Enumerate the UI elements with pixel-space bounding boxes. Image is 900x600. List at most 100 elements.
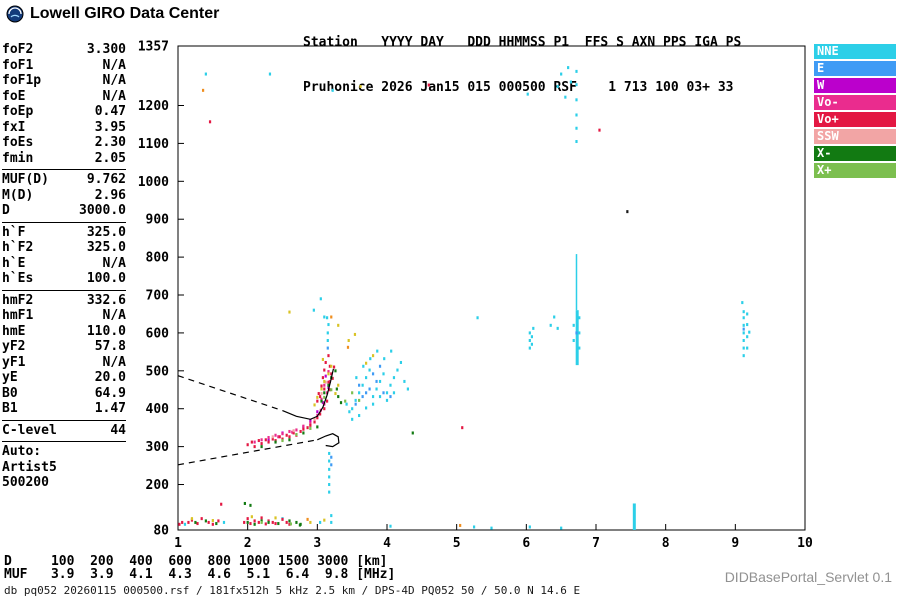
param-value: 9.762 — [86, 172, 126, 187]
muf-row: MUF 3.9 3.9 4.1 4.3 4.6 5.1 6.4 9.8 [MHz… — [4, 567, 396, 582]
param-name: hmF2 — [2, 292, 34, 308]
station-header-values: Pruhonice 2026 Jan15 015 000500 RSF 1 71… — [303, 80, 734, 95]
param-row-hmf1: hmF1 N/A — [2, 308, 126, 324]
param-row-yf2: yF2 57.8 — [2, 339, 126, 355]
param-value: 3.300 — [86, 42, 126, 57]
y-tick-label: 1200 — [138, 99, 169, 114]
x-tick-label: 8 — [662, 536, 670, 551]
param-row-h-e: h`E N/A — [2, 256, 126, 272]
param-name: 500200 — [2, 475, 49, 490]
param-value: 2.30 — [94, 135, 126, 150]
param-row-hmf2: hmF2 332.6 — [2, 293, 126, 309]
param-name: MUF(D) — [2, 172, 49, 187]
param-row-fof1p: foF1p N/A — [2, 73, 126, 89]
param-name: yF1 — [2, 354, 26, 370]
record-info-line: db pq052 20260115 000500.rsf / 181fx512h… — [4, 584, 581, 597]
echo-series-unlabeled-yellow — [190, 85, 375, 524]
y-tick-label: 1000 — [138, 175, 169, 190]
plot-frame — [177, 45, 806, 531]
legend-item-nne: NNE — [814, 44, 896, 59]
param-name: Artist5 — [2, 459, 57, 475]
legend-item-x: X- — [814, 146, 896, 161]
param-name: foE — [2, 88, 26, 104]
lowell-giro-logo-icon — [6, 5, 24, 23]
param-value: 110.0 — [86, 323, 126, 339]
parameter-readout-panel: foF2 3.300 foF1 N/A foF1p N/A foE N/A foEp 0.47 fx… — [2, 42, 126, 491]
param-value: 3000.0 — [79, 203, 126, 218]
y-tick-label: 80 — [153, 524, 169, 539]
param-name: yE — [2, 370, 18, 385]
param-name: Auto: — [2, 444, 42, 459]
y-tick-label: 600 — [146, 326, 170, 341]
param-row-c-level: C-level 44 — [2, 423, 126, 439]
param-value: N/A — [102, 308, 126, 323]
param-value: 325.0 — [86, 224, 126, 240]
echo-series-e — [326, 327, 745, 467]
param-value: 100.0 — [86, 271, 126, 286]
echo-series-w — [267, 374, 330, 442]
echo-series-vo- — [178, 83, 601, 526]
legend-item-vo: Vo- — [814, 95, 896, 110]
echo-series-vo- — [253, 370, 331, 444]
param-row-auto-: Auto: — [2, 444, 126, 460]
param-row-fxi: fxI 3.95 — [2, 120, 126, 136]
param-row-m-d-: M(D) 2.96 — [2, 188, 126, 204]
x-tick-label: 4 — [383, 536, 391, 551]
param-name: h`E — [2, 255, 26, 271]
y-tick-label: 1357 — [138, 40, 169, 55]
param-group-divider — [2, 169, 126, 170]
x-tick-label: 3 — [313, 536, 321, 551]
param-value: 44 — [110, 422, 126, 438]
param-value: 1.47 — [94, 401, 126, 416]
param-row-artist5: Artist5 — [2, 460, 126, 476]
legend-item-ssw: SSW — [814, 129, 896, 144]
param-name: foEp — [2, 104, 34, 119]
y-tick-label: 700 — [146, 289, 170, 304]
legend-item-x: X+ — [814, 163, 896, 178]
param-value: N/A — [102, 354, 126, 370]
param-name: h`F — [2, 224, 26, 240]
param-group-divider — [2, 221, 126, 223]
param-row-yf1: yF1 N/A — [2, 355, 126, 371]
x-tick-label: 6 — [522, 536, 530, 551]
x-tick-label: 2 — [244, 536, 252, 551]
param-row-fmin: fmin 2.05 — [2, 151, 126, 167]
param-value: N/A — [102, 88, 126, 104]
param-name: fmin — [2, 150, 34, 166]
param-row-muf-d-: MUF(D) 9.762 — [2, 172, 126, 188]
param-row-h-f: h`F 325.0 — [2, 225, 126, 241]
param-value: N/A — [102, 57, 126, 73]
param-row-foep: foEp 0.47 — [2, 104, 126, 120]
param-value: N/A — [102, 255, 126, 271]
legend-item-e: E — [814, 61, 896, 76]
page-title: Lowell GIRO Data Center — [30, 5, 220, 22]
x-tick-label: 7 — [592, 536, 600, 551]
autoscaled-trace-layer — [177, 368, 340, 466]
legend-item-w: W — [814, 78, 896, 93]
param-value: 57.8 — [94, 339, 126, 354]
param-name: B0 — [2, 385, 18, 401]
echo-series-nne — [183, 66, 751, 530]
param-name: M(D) — [2, 187, 34, 203]
param-group-divider — [2, 419, 126, 421]
x-tick-label: 5 — [453, 536, 461, 551]
y-tick-label: 800 — [146, 251, 170, 266]
param-name: foF2 — [2, 42, 34, 57]
param-row-d: D 3000.0 — [2, 203, 126, 219]
x-axis: 1 2 3 4 5 6 7 8 9 10 — [174, 524, 813, 551]
x-tick-label: 1 — [174, 536, 182, 551]
param-value: N/A — [102, 73, 126, 88]
param-row-hme: hmE 110.0 — [2, 324, 126, 340]
direction-legend: NNE E W Vo- Vo+ SSW X- X+ — [814, 44, 896, 180]
y-tick-label: 500 — [146, 364, 170, 379]
param-row-b1: B1 1.47 — [2, 401, 126, 417]
param-name: B1 — [2, 401, 18, 416]
param-row-fof1: foF1 N/A — [2, 58, 126, 74]
param-name: foF1p — [2, 73, 42, 88]
param-name: fxI — [2, 119, 26, 135]
param-value: 325.0 — [86, 240, 126, 255]
y-tick-label: 300 — [146, 440, 170, 455]
param-name: C-level — [2, 422, 57, 438]
